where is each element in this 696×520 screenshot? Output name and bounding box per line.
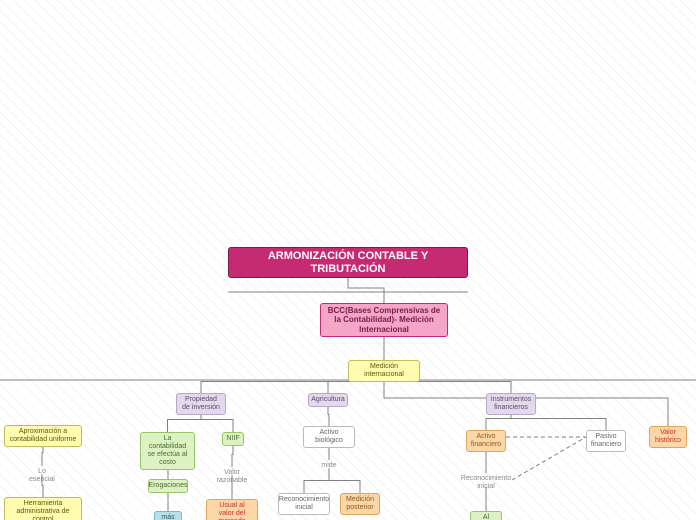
- valhist-node: Valor histórico: [649, 426, 687, 448]
- agri-node: Agricultura: [308, 393, 348, 407]
- recin-node: Reconocimiento inicial: [278, 493, 330, 515]
- recin2-node: Reconocimiento inicial: [460, 473, 512, 493]
- actfin-node: Activo financiero: [466, 430, 506, 452]
- mas-node: más: [154, 511, 182, 520]
- title-node: ARMONIZACIÓN CONTABLE Y TRIBUTACIÓN: [228, 247, 468, 278]
- actbio-node: Activo biológico: [303, 426, 355, 448]
- usual-node: Usual al valor del mercado: [206, 499, 258, 520]
- bcc-node: BCC(Bases Comprensivas de la Contabilida…: [320, 303, 448, 337]
- mide-node: mide: [317, 460, 341, 472]
- loesen-node: Lo esencial: [22, 466, 62, 486]
- alcosto-node: Al costo: [470, 511, 502, 520]
- herr-node: Herramienta administrativa de control: [4, 497, 82, 520]
- medint-node: Medición internacional: [348, 360, 420, 382]
- aprox-node: Aproximación a contabilidad uniforme: [4, 425, 82, 447]
- erog-node: Erogaciones: [148, 479, 188, 493]
- pasfin-node: Pasivo financiero: [586, 430, 626, 452]
- instr-node: Instrumentos financieros: [486, 393, 536, 415]
- medpost-node: Medición posterior: [340, 493, 380, 515]
- lacont-node: La contabilidad se efectúa al costo: [140, 432, 195, 470]
- prop-node: Propiedad de inversión: [176, 393, 226, 415]
- niif-node: NIIF: [222, 432, 244, 446]
- valraz-node: Valor razonable: [206, 467, 258, 487]
